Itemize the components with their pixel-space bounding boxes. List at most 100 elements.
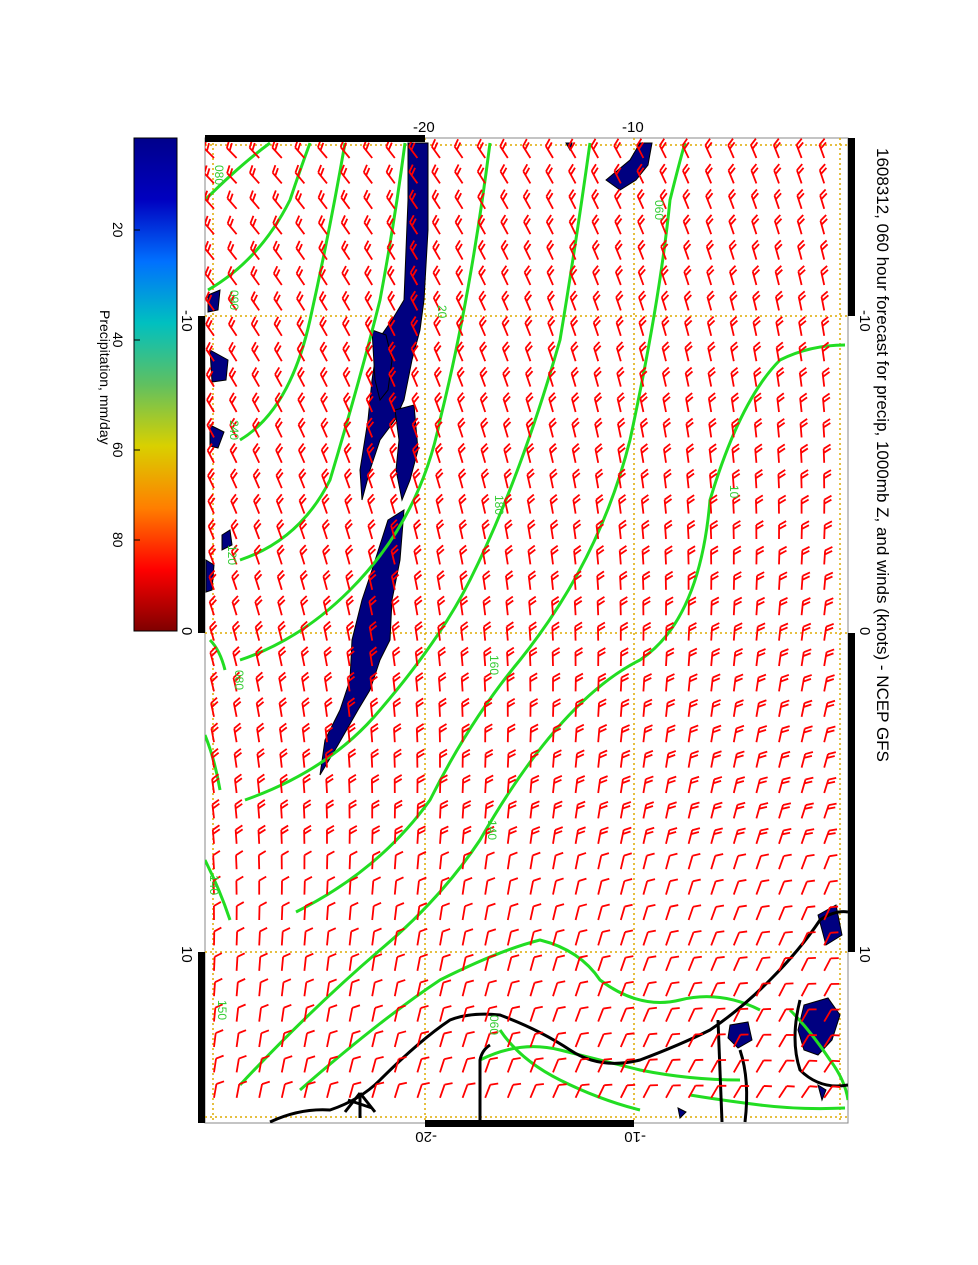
- wind-barb: [235, 926, 245, 946]
- wind-barb: [481, 519, 490, 540]
- wind-barb: [251, 367, 260, 388]
- precip-area: [319, 509, 405, 776]
- wind-barb: [818, 163, 828, 184]
- wind-barb: [506, 646, 515, 667]
- wind-barb: [800, 879, 816, 895]
- wind-barb: [230, 544, 239, 565]
- contour-label: 160: [487, 655, 501, 675]
- wind-barb: [728, 188, 737, 210]
- wind-barb: [706, 315, 716, 337]
- wind-barb: [823, 776, 837, 794]
- wind-barb: [547, 341, 556, 362]
- wind-barb: [280, 1055, 293, 1073]
- wind-barb: [755, 904, 770, 921]
- wind-barb: [687, 904, 702, 921]
- wind-barb: [710, 776, 723, 794]
- wind-barb: [454, 214, 464, 235]
- wind-barb: [229, 468, 238, 489]
- lon-tick-right: 0: [856, 627, 873, 635]
- wind-barb: [484, 774, 494, 794]
- wind-barb: [732, 673, 744, 692]
- wind-barb: [502, 366, 511, 387]
- height-contour: [208, 638, 227, 671]
- wind-barb: [799, 418, 808, 438]
- wind-barb: [665, 1084, 681, 1099]
- wind-barb: [591, 189, 600, 210]
- colorbar-ticks: 20 40 60 80: [110, 222, 140, 548]
- wind-barb: [280, 1080, 293, 1098]
- wind-barb: [347, 697, 356, 717]
- wind-barb: [231, 595, 240, 616]
- wind-barb: [229, 443, 238, 464]
- wind-barb: [642, 903, 656, 921]
- wind-barb: [755, 520, 764, 540]
- wind-barb: [800, 905, 816, 921]
- wind-barb: [687, 955, 702, 972]
- wind-barb: [233, 722, 242, 743]
- wind-barb: [755, 1059, 772, 1073]
- wind-barb: [230, 493, 239, 514]
- wind-barb: [481, 544, 491, 565]
- wind-barb: [296, 341, 306, 362]
- wind-barb: [595, 494, 604, 514]
- wind-barb: [388, 366, 397, 387]
- wind-barb: [458, 493, 467, 514]
- wind-barb: [226, 165, 238, 185]
- coastline: [269, 910, 848, 1123]
- wind-barb: [256, 722, 265, 743]
- wind-barb: [552, 1083, 567, 1099]
- wind-barb: [323, 646, 332, 667]
- lon-tick-left: 10: [178, 946, 195, 963]
- wind-barb: [552, 954, 566, 972]
- wind-barb: [753, 392, 762, 413]
- wind-barb: [800, 674, 813, 692]
- wind-barb: [642, 647, 652, 667]
- wind-barb: [528, 621, 537, 641]
- wind-barb: [502, 392, 511, 413]
- wind-barb: [687, 1084, 704, 1099]
- wind-barb: [435, 493, 444, 514]
- wind-barb: [249, 240, 260, 261]
- wind-barb: [298, 468, 307, 489]
- wind-barb: [413, 544, 422, 565]
- wind-barb: [686, 519, 696, 540]
- wind-barb: [636, 188, 645, 210]
- wind-barb: [253, 493, 262, 514]
- axis-ticks: -10 0 10 -10 0 10 -20 -10 -20 -10: [178, 119, 873, 1145]
- wind-barb: [257, 850, 267, 870]
- wind-barb: [369, 646, 378, 667]
- wind-barb: [326, 876, 336, 895]
- wind-barb: [227, 240, 238, 261]
- wind-barb: [321, 519, 330, 540]
- wind-barb: [800, 494, 810, 514]
- wind-barb: [386, 214, 396, 235]
- wind-barb: [477, 214, 486, 235]
- wind-barb: [409, 240, 419, 261]
- wind-barb: [482, 595, 491, 616]
- wind-barb: [777, 469, 786, 489]
- wind-barb: [506, 1031, 521, 1048]
- lat-tick-top: -20: [413, 119, 435, 136]
- wind-barb: [772, 138, 781, 159]
- wind-barb: [552, 980, 566, 997]
- wind-barb: [710, 647, 721, 667]
- wind-barb: [710, 956, 725, 972]
- colorbar-tick-label: 60: [110, 442, 126, 458]
- wind-barb: [552, 749, 562, 768]
- wind-barb: [594, 417, 603, 438]
- wind-barb: [710, 981, 726, 997]
- contour-label: 090: [227, 290, 241, 310]
- wind-barb: [753, 367, 762, 387]
- wind-barb: [213, 926, 222, 946]
- wind-barb: [549, 468, 558, 489]
- wind-barb: [500, 214, 509, 235]
- wind-barb: [393, 799, 403, 819]
- wind-barb: [481, 493, 490, 514]
- wind-barb: [256, 748, 265, 768]
- wind-barb: [326, 901, 336, 921]
- wind-barb: [661, 366, 671, 387]
- wind-barb: [300, 620, 309, 641]
- wind-barb: [732, 930, 748, 946]
- wind-barb: [416, 1056, 430, 1073]
- wind-barb: [544, 138, 554, 159]
